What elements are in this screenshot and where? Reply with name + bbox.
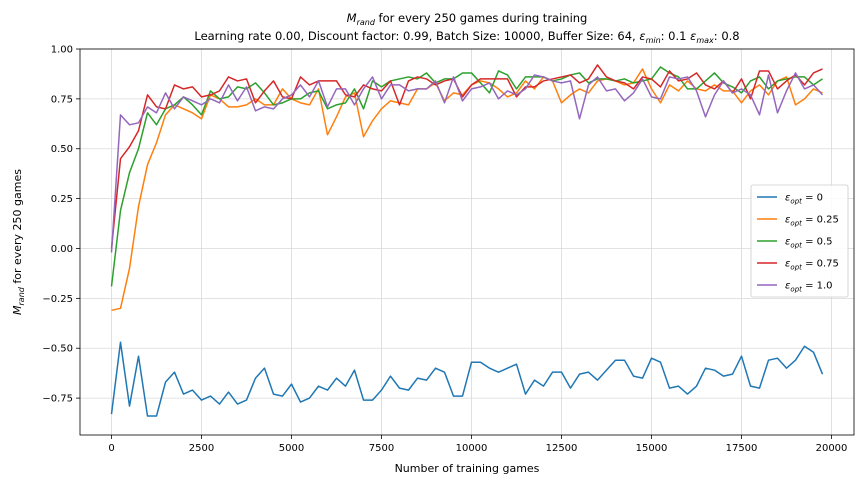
y-tick-label: −0.75 bbox=[42, 394, 73, 405]
legend-label-2: εopt = 0.5 bbox=[785, 237, 833, 250]
y-tick-label: 0.25 bbox=[51, 194, 73, 205]
legend-label-0: εopt = 0 bbox=[785, 193, 823, 206]
legend-label-1: εopt = 0.25 bbox=[785, 215, 839, 228]
x-tick-label: 17500 bbox=[726, 443, 758, 454]
legend-label-3: εopt = 0.75 bbox=[785, 259, 839, 272]
x-tick-label: 7500 bbox=[369, 443, 394, 454]
series-line-3 bbox=[110, 64, 823, 249]
y-tick-label: 1.00 bbox=[51, 45, 73, 56]
x-axis-ticks: 0 2500 5000 7500 10000 12500 15000 17500 20000 bbox=[108, 435, 847, 454]
series-line-0 bbox=[110, 341, 824, 417]
chart-title: Mrand for every 250 games during trainin… bbox=[347, 11, 588, 27]
x-tick-label: 15000 bbox=[636, 443, 668, 454]
legend: εopt = 0 εopt = 0.25 εopt = 0.5 εopt = 0.75… bbox=[750, 184, 849, 298]
legend-box bbox=[750, 184, 849, 298]
y-tick-label: −0.25 bbox=[42, 294, 73, 305]
y-tick-label: 0.75 bbox=[51, 94, 73, 105]
legend-label-4: εopt = 1.0 bbox=[785, 281, 833, 294]
series-line-4 bbox=[110, 72, 824, 253]
y-axis-ticks: −0.75 −0.50 −0.25 0.00 0.25 0.50 0.75 1.00 bbox=[42, 45, 80, 405]
x-tick-label: 20000 bbox=[816, 443, 848, 454]
x-tick-label: 5000 bbox=[279, 443, 304, 454]
y-tick-label: 0.00 bbox=[51, 244, 73, 255]
x-axis-label: Number of training games bbox=[395, 462, 540, 475]
chart-subtitle: Learning rate 0.00, Discount factor: 0.9… bbox=[194, 29, 739, 45]
series-layer bbox=[110, 64, 824, 417]
x-tick-label: 12500 bbox=[546, 443, 578, 454]
y-tick-label: 0.50 bbox=[51, 144, 73, 155]
x-tick-label: 0 bbox=[108, 443, 114, 454]
plot-frame bbox=[79, 48, 855, 436]
x-tick-label: 2500 bbox=[189, 443, 214, 454]
y-tick-label: −0.50 bbox=[42, 344, 73, 355]
x-tick-label: 10000 bbox=[456, 443, 488, 454]
y-axis-label: Mrand for every 250 games bbox=[11, 169, 26, 315]
